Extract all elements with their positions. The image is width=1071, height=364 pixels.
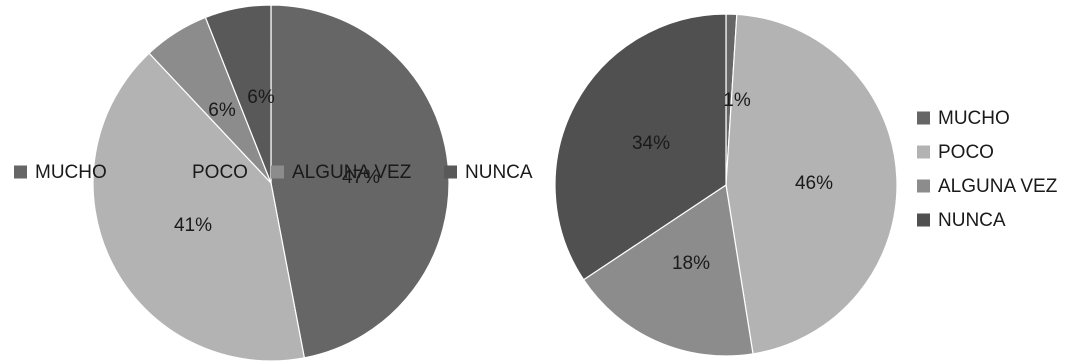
- legend-swatch-nunca: [917, 213, 930, 227]
- legend-swatch-poco: [917, 145, 930, 159]
- legend-label-poco: POCO: [192, 162, 248, 183]
- legend-label-nunca: NUNCA: [465, 162, 533, 183]
- slice-label-poco: 41%: [174, 215, 212, 236]
- legend: MUCHO POCO ALGUNA VEZ NUNCA: [917, 108, 1058, 231]
- legend-swatch-poco: [171, 165, 184, 179]
- legend: MUCHO POCO ALGUNA VEZ NUNCA: [14, 162, 533, 183]
- pie-chart-right: 1% 46% 18% 34% MUCHO POCO ALGUNA VEZ NUNCA: [554, 13, 1058, 357]
- pie-slice-alguna-vez: [582, 183, 754, 357]
- pie-chart-left: 47% 41% 6% 6% MUCHO POCO ALGUNA VEZ NUNCA: [14, 4, 533, 362]
- legend-swatch-mucho: [14, 165, 27, 179]
- legend-swatch-nunca: [444, 165, 457, 179]
- slice-label-alguna-vez: 6%: [208, 100, 236, 121]
- slice-label-nunca: 6%: [247, 87, 275, 108]
- legend-label-poco: POCO: [938, 142, 994, 163]
- slice-label-alguna-vez: 18%: [672, 253, 710, 274]
- legend-label-mucho: MUCHO: [35, 162, 107, 183]
- legend-swatch-mucho: [917, 111, 930, 125]
- slice-label-nunca: 34%: [632, 133, 670, 154]
- slice-label-poco: 46%: [795, 173, 833, 194]
- legend-swatch-alguna-vez: [917, 179, 930, 193]
- pie-slice-poco: [725, 13, 898, 355]
- pie-slice-nunca: [204, 4, 272, 184]
- legend-label-mucho: MUCHO: [938, 108, 1010, 129]
- pie-slice-nunca: [554, 13, 727, 281]
- legend-swatch-alguna-vez: [271, 165, 284, 179]
- legend-label-nunca: NUNCA: [938, 210, 1006, 231]
- pie-slice-poco: [92, 52, 306, 362]
- slice-label-mucho: 1%: [723, 90, 751, 111]
- legend-label-alguna-vez: ALGUNA VEZ: [292, 162, 412, 183]
- slice-label-mucho: 47%: [342, 167, 380, 188]
- legend-label-alguna-vez: ALGUNA VEZ: [938, 176, 1058, 197]
